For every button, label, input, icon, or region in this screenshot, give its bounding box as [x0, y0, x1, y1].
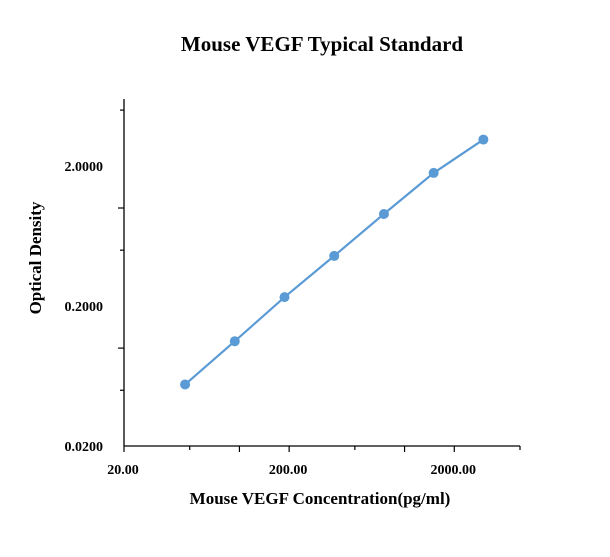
y-tick-label: 0.2000 [65, 300, 104, 315]
data-point [180, 379, 191, 390]
x-axis-label: Mouse VEGF Concentration(pg/ml) [190, 489, 451, 508]
y-tick-label: 0.0200 [65, 440, 104, 455]
y-axis-label: Optical Density [26, 201, 45, 314]
ticks [118, 109, 521, 452]
x-tick-label: 20.00 [107, 463, 139, 478]
data-point [428, 167, 439, 178]
tick-labels: 0.0200 0.2000 2.0000 20.00 200.00 2000.00 [65, 160, 477, 478]
x-tick-label: 2000.00 [431, 463, 477, 478]
data-point [279, 292, 290, 303]
chart-title: Mouse VEGF Typical Standard [181, 32, 464, 56]
data-point [478, 134, 489, 145]
x-tick-label: 200.00 [269, 463, 308, 478]
data-point [378, 209, 389, 220]
y-tick-label: 2.0000 [65, 160, 104, 175]
series-layer [180, 134, 489, 390]
axes [123, 99, 520, 447]
data-point [229, 336, 240, 347]
series-line [184, 138, 485, 386]
data-point [329, 250, 340, 261]
